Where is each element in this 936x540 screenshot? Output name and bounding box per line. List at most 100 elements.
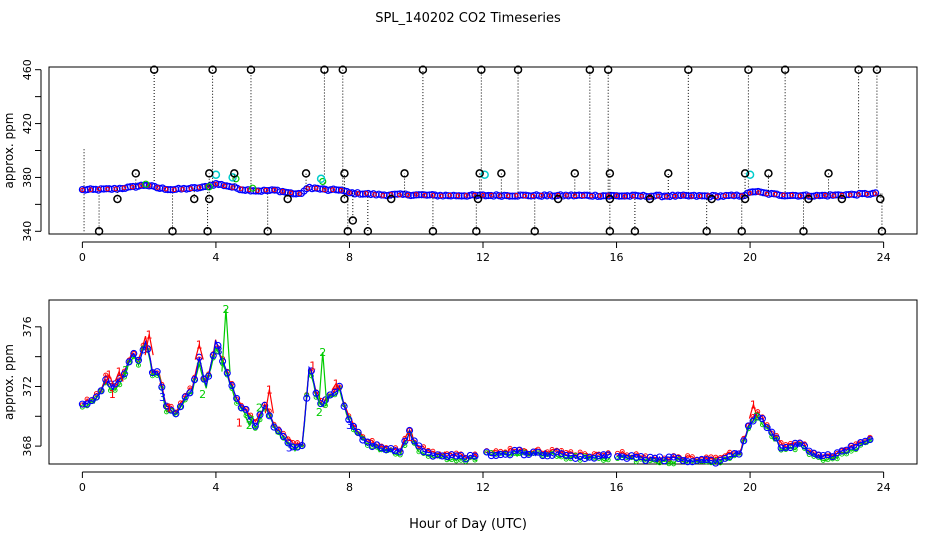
- cyan-point: [745, 170, 755, 179]
- series-number-label: 2: [199, 388, 206, 401]
- spike-line: [318, 352, 328, 406]
- series-point-3: [317, 400, 325, 408]
- series-point-3: [562, 451, 570, 460]
- series-point-3: [782, 443, 790, 451]
- flag-marker-low: [799, 227, 808, 236]
- series-point-3: [670, 453, 678, 461]
- data-point: [572, 193, 578, 199]
- series-point-3: [410, 437, 418, 445]
- data-point: [404, 191, 412, 199]
- series-point-3: [511, 446, 519, 454]
- flag-marker-mid: [348, 216, 358, 225]
- data-point: [363, 191, 369, 196]
- cyan-point: [480, 170, 489, 179]
- top-panel: approx. ppm 0 4 8 12 16 20 24 340 380 420 460: [2, 59, 918, 264]
- flag-marker-mid: [113, 194, 122, 204]
- series-point-3: [529, 448, 537, 456]
- top-y-tick-label: 340: [21, 221, 34, 242]
- data-point: [313, 185, 319, 191]
- flag-marker-mid: [740, 169, 750, 178]
- data-point: [423, 191, 431, 199]
- series-point-3: [382, 446, 390, 454]
- data-point: [781, 192, 786, 198]
- series-point-3: [144, 345, 152, 353]
- data-point: [497, 193, 502, 198]
- series-point-1: [577, 449, 583, 455]
- spike-line: [221, 308, 231, 372]
- series-point-3: [424, 448, 432, 457]
- data-point: [597, 193, 603, 198]
- series-point-3: [754, 413, 762, 421]
- series-point-3: [698, 455, 706, 464]
- flag-marker-mid: [645, 194, 655, 204]
- series-point-3: [457, 451, 465, 459]
- series-point-3: [716, 456, 724, 464]
- series-point-3: [242, 405, 250, 413]
- data-point: [464, 193, 469, 198]
- data-point: [407, 191, 415, 200]
- series-point-3: [861, 437, 869, 445]
- flag-marker-mid: [605, 169, 615, 178]
- series-point-3: [298, 441, 306, 450]
- spike-line: [104, 372, 114, 385]
- flag-marker-mid: [189, 194, 199, 204]
- series-point-3: [415, 442, 423, 450]
- series-point-3: [448, 451, 456, 459]
- flag-marker-low: [530, 227, 539, 236]
- data-point: [420, 191, 428, 199]
- series-point-3: [693, 456, 701, 464]
- data-point: [213, 181, 219, 187]
- chart-title: SPL_140202 CO2 Timeseries: [375, 11, 561, 26]
- data-point: [322, 187, 327, 193]
- data-point: [847, 192, 853, 198]
- series-point-3: [483, 448, 491, 456]
- series-point-3: [534, 448, 542, 456]
- data-point: [831, 191, 840, 199]
- series-point-3: [843, 446, 851, 454]
- flag-marker-mid: [804, 194, 813, 204]
- flag-marker-high: [854, 65, 863, 74]
- series-point-3: [284, 439, 292, 447]
- bottom-y-axis-label: approx. ppm: [2, 344, 16, 420]
- series-point-3: [186, 389, 194, 397]
- data-point: [305, 186, 311, 191]
- top-y-tick-label: 380: [21, 167, 34, 188]
- data-point: [438, 193, 444, 199]
- series-point-3: [772, 434, 781, 442]
- series-point-3: [721, 454, 729, 462]
- data-point: [815, 192, 824, 200]
- data-point: [685, 192, 693, 200]
- series-point-3: [632, 453, 640, 462]
- data-point: [263, 187, 269, 193]
- series-point-3: [487, 452, 495, 460]
- data-point: [594, 192, 602, 201]
- series-point-2: [671, 461, 677, 467]
- flag-marker-mid: [204, 169, 214, 178]
- flag-marker-high: [338, 65, 348, 74]
- data-point: [615, 192, 623, 200]
- series-number-label: 3: [159, 391, 166, 404]
- data-point: [756, 190, 761, 195]
- flag-marker-mid: [570, 169, 580, 178]
- series-point-3: [377, 444, 386, 452]
- series-point-3: [83, 400, 91, 408]
- series-point-3: [331, 388, 339, 396]
- series-point-3: [78, 400, 86, 408]
- data-point: [272, 187, 277, 193]
- data-point: [580, 193, 586, 199]
- data-point: [330, 187, 336, 192]
- series-point-3: [599, 451, 608, 459]
- series-point-3: [702, 456, 710, 464]
- data-point: [161, 185, 169, 193]
- series-point-3: [824, 451, 832, 459]
- series-point-3: [228, 381, 236, 390]
- flag-marker-mid: [473, 194, 483, 204]
- series-point-3: [828, 453, 837, 461]
- series-point-3: [735, 450, 743, 458]
- series-point-3: [434, 451, 442, 459]
- data-point: [297, 191, 302, 197]
- top-y-tick-label: 460: [21, 59, 34, 80]
- data-point: [495, 192, 503, 200]
- data-point: [672, 193, 678, 199]
- flag-marker-high: [585, 65, 595, 74]
